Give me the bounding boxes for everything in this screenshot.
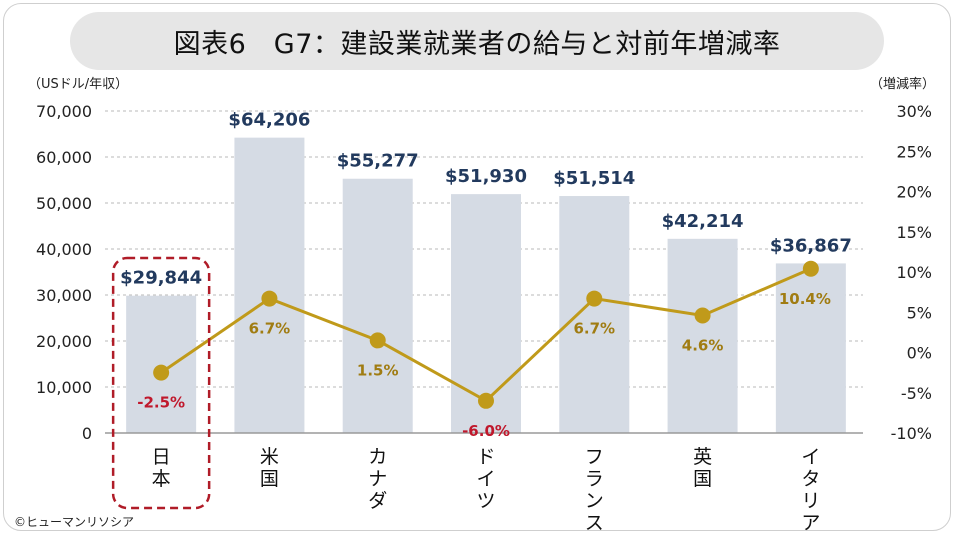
- left-tick-label: 20,000: [36, 332, 92, 351]
- growth-rate-point: [153, 364, 170, 381]
- category-label-char: リ: [801, 490, 820, 512]
- bar-value-label: $29,844: [120, 268, 202, 289]
- growth-rate-point: [586, 290, 603, 307]
- growth-rate-label: 10.4%: [779, 290, 831, 308]
- bar: [342, 178, 413, 433]
- category-label-char: ド: [476, 446, 495, 468]
- growth-rate-point: [478, 392, 494, 409]
- right-tick-label: 20%: [896, 183, 932, 202]
- category-label-char: 米: [260, 446, 279, 468]
- bar-value-label: $64,206: [228, 110, 310, 131]
- right-tick-label: 10%: [896, 263, 932, 282]
- category-label-char: ス: [585, 512, 604, 534]
- right-tick-label: -10%: [891, 424, 932, 443]
- category-label-char: 国: [260, 468, 279, 490]
- bar: [775, 263, 846, 433]
- right-tick-label: 15%: [896, 223, 932, 242]
- category-label-char: イ: [476, 468, 495, 490]
- category-label-char: ナ: [368, 468, 387, 490]
- right-tick-label: 25%: [896, 142, 932, 161]
- category-label-char: イ: [801, 446, 820, 468]
- category-label-char: 日: [152, 446, 171, 468]
- right-tick-label: -5%: [901, 384, 932, 403]
- growth-rate-label: 1.5%: [357, 361, 399, 379]
- category-label-char: タ: [801, 468, 820, 490]
- bar-value-label: $51,514: [553, 168, 635, 189]
- bar: [667, 238, 738, 433]
- left-tick-label: 10,000: [36, 378, 92, 397]
- category-label-char: ン: [585, 490, 604, 512]
- bar: [234, 137, 305, 433]
- growth-rate-label: -6.0%: [462, 422, 510, 440]
- right-tick-label: 30%: [896, 102, 932, 121]
- right-axis-unit: （増減率）: [870, 76, 935, 92]
- copyright-credit: ©ヒューマンリソシア: [14, 515, 135, 529]
- growth-rate-point: [369, 332, 386, 349]
- chart-title: 図表6 G7：建設業就業者の給与と対前年増減率: [70, 12, 884, 70]
- japan-highlight-box: [111, 256, 211, 510]
- growth-rate-point: [261, 290, 278, 307]
- left-tick-label: 40,000: [36, 240, 92, 259]
- category-label-char: 国: [693, 468, 712, 490]
- category-label-char: ア: [801, 512, 820, 534]
- bar: [559, 196, 630, 433]
- category-label-char: フ: [585, 446, 604, 468]
- category-label-char: ツ: [476, 490, 495, 512]
- growth-rate-label: 4.6%: [682, 336, 724, 354]
- category-label-char: ラ: [585, 468, 604, 490]
- growth-rate-point: [802, 260, 819, 277]
- right-tick-label: 5%: [907, 303, 932, 322]
- bar-value-label: $55,277: [337, 151, 419, 172]
- left-tick-label: 30,000: [36, 286, 92, 305]
- left-axis-unit: （USドル/年収）: [28, 77, 128, 92]
- growth-rate-label: -2.5%: [137, 394, 185, 412]
- category-label-char: 本: [152, 468, 171, 490]
- growth-rate-point: [694, 307, 711, 324]
- bar-value-label: $36,867: [770, 235, 852, 256]
- growth-rate-label: 6.7%: [573, 320, 615, 338]
- category-label-char: 英: [693, 446, 712, 468]
- bar: [126, 295, 197, 433]
- left-tick-label: 60,000: [36, 148, 92, 167]
- growth-rate-label: 6.7%: [249, 320, 291, 338]
- left-tick-label: 50,000: [36, 194, 92, 213]
- chart-frame: [3, 3, 951, 531]
- bar-value-label: $51,930: [445, 166, 527, 187]
- left-tick-label: 70,000: [36, 102, 92, 121]
- left-tick-label: 0: [82, 424, 92, 443]
- bar-value-label: $42,214: [662, 211, 744, 232]
- category-label-char: カ: [368, 446, 387, 468]
- right-tick-label: 0%: [907, 344, 932, 363]
- category-label-char: ダ: [368, 490, 387, 512]
